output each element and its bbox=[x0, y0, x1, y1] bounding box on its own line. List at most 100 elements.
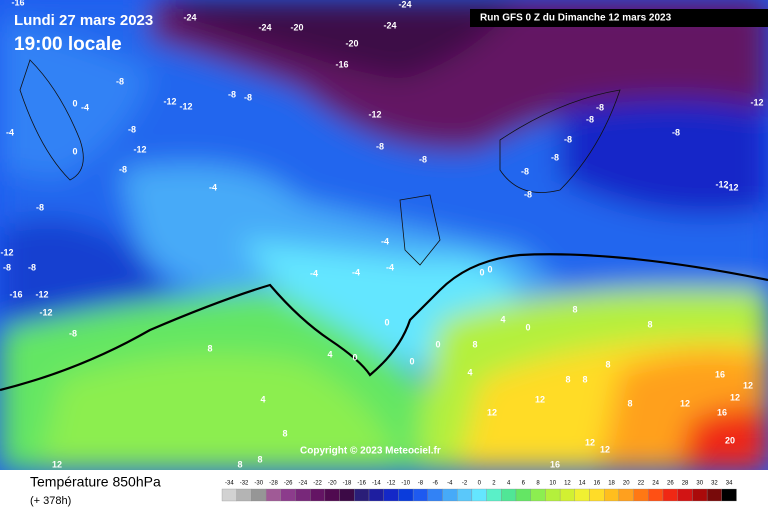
contour-label: -24 bbox=[383, 20, 396, 30]
scale-swatch bbox=[486, 488, 502, 502]
contour-label: 8 bbox=[257, 454, 262, 464]
map-date: Lundi 27 mars 2023 bbox=[14, 12, 153, 29]
scale-tick-label: -4 bbox=[447, 481, 453, 487]
scale-tick-label: -10 bbox=[401, 481, 410, 487]
contour-label: -12 bbox=[179, 101, 192, 111]
contour-label: -12 bbox=[35, 289, 48, 299]
contour-label: -8 bbox=[596, 102, 604, 112]
contour-label: 4 bbox=[467, 367, 472, 377]
contour-label: -4 bbox=[352, 267, 360, 277]
contour-label: 0 bbox=[72, 98, 77, 108]
contour-label: -12 bbox=[368, 109, 381, 119]
contour-label: -12 bbox=[715, 179, 728, 189]
contour-label: -4 bbox=[310, 268, 318, 278]
contour-label: 0 bbox=[479, 267, 484, 277]
scale-swatch bbox=[706, 488, 722, 502]
contour-label: -16 bbox=[335, 59, 348, 69]
scale-swatch bbox=[604, 488, 620, 502]
contour-label: 0 bbox=[435, 339, 440, 349]
scale-swatch bbox=[692, 488, 708, 502]
scale-swatch bbox=[265, 488, 281, 502]
scale-tick-label: -2 bbox=[462, 481, 468, 487]
scale-swatch bbox=[589, 488, 605, 502]
scale-tick-label: 20 bbox=[623, 481, 630, 487]
scale-swatch bbox=[618, 488, 634, 502]
scale-tick-label: 10 bbox=[549, 481, 556, 487]
scale-swatch bbox=[559, 488, 575, 502]
contour-label: -4 bbox=[381, 236, 389, 246]
contour-label: 0 bbox=[487, 264, 492, 274]
scale-swatch bbox=[574, 488, 590, 502]
scale-tick-label: 24 bbox=[652, 481, 659, 487]
contour-label: -8 bbox=[524, 189, 532, 199]
contour-label: -8 bbox=[36, 202, 44, 212]
contour-label: -20 bbox=[345, 38, 358, 48]
contour-label: 12 bbox=[743, 380, 753, 390]
contour-label: 8 bbox=[207, 343, 212, 353]
run-info: Run GFS 0 Z du Dimanche 12 mars 2023 bbox=[480, 13, 672, 24]
contour-label: 12 bbox=[52, 459, 62, 469]
scale-tick-label: -12 bbox=[387, 481, 396, 487]
contour-label: -4 bbox=[81, 102, 89, 112]
scale-tick-label: 8 bbox=[536, 481, 540, 487]
scale-tick-label: -22 bbox=[313, 481, 322, 487]
scale-swatch bbox=[662, 488, 678, 502]
scale-tick-label: 34 bbox=[726, 481, 733, 487]
contour-label: -12 bbox=[133, 144, 146, 154]
contour-label: 4 bbox=[327, 349, 332, 359]
scale-tick-label: -26 bbox=[284, 481, 293, 487]
contour-label: -24 bbox=[398, 0, 411, 9]
contour-label: -16 bbox=[9, 289, 22, 299]
contour-label: -20 bbox=[290, 22, 303, 32]
contour-label: 4 bbox=[260, 394, 265, 404]
scale-swatch bbox=[545, 488, 561, 502]
contour-label: 8 bbox=[237, 459, 242, 469]
contour-label: -8 bbox=[128, 124, 136, 134]
contour-label: -12 bbox=[750, 97, 763, 107]
scale-tick-label: -6 bbox=[432, 481, 438, 487]
contour-label: 8 bbox=[472, 339, 477, 349]
scale-swatch bbox=[677, 488, 693, 502]
contour-label: -8 bbox=[28, 262, 36, 272]
scale-tick-label: 14 bbox=[579, 481, 586, 487]
scale-swatch bbox=[339, 488, 355, 502]
scale-swatch bbox=[501, 488, 517, 502]
scale-swatch bbox=[442, 488, 458, 502]
contour-label: 8 bbox=[282, 428, 287, 438]
contour-label: -8 bbox=[376, 141, 384, 151]
contour-label: 0 bbox=[525, 322, 530, 332]
contour-label: 0 bbox=[352, 352, 357, 362]
contour-label: 12 bbox=[585, 437, 595, 447]
scale-swatch bbox=[398, 488, 414, 502]
contour-label: -12 bbox=[163, 96, 176, 106]
scale-tick-label: 0 bbox=[478, 481, 482, 487]
contour-label: 16 bbox=[715, 369, 725, 379]
contour-label: 8 bbox=[605, 359, 610, 369]
contour-label: 12 bbox=[535, 394, 545, 404]
contour-label: -12 bbox=[0, 247, 13, 257]
contour-label: 8 bbox=[627, 398, 632, 408]
temperature-field bbox=[0, 0, 768, 470]
contour-label: 16 bbox=[717, 407, 727, 417]
scale-tick-label: -34 bbox=[225, 481, 234, 487]
scale-tick-label: 30 bbox=[696, 481, 703, 487]
scale-tick-label: -18 bbox=[343, 481, 352, 487]
contour-label: 12 bbox=[680, 398, 690, 408]
contour-label: 8 bbox=[647, 319, 652, 329]
contour-label: -8 bbox=[551, 152, 559, 162]
contour-label: 12 bbox=[487, 407, 497, 417]
contour-label: -4 bbox=[386, 262, 394, 272]
scale-swatch bbox=[324, 488, 340, 502]
scale-tick-label: 28 bbox=[682, 481, 689, 487]
contour-label: 12 bbox=[600, 444, 610, 454]
contour-label: 8 bbox=[572, 304, 577, 314]
scale-tick-label: -16 bbox=[357, 481, 366, 487]
scale-swatch bbox=[721, 488, 737, 502]
contour-label: 12 bbox=[730, 392, 740, 402]
contour-label: -8 bbox=[521, 166, 529, 176]
scale-tick-label: -20 bbox=[328, 481, 337, 487]
contour-label: 0 bbox=[409, 356, 414, 366]
scale-tick-label: 32 bbox=[711, 481, 718, 487]
contour-label: 20 bbox=[725, 435, 735, 445]
contour-label: -8 bbox=[419, 154, 427, 164]
